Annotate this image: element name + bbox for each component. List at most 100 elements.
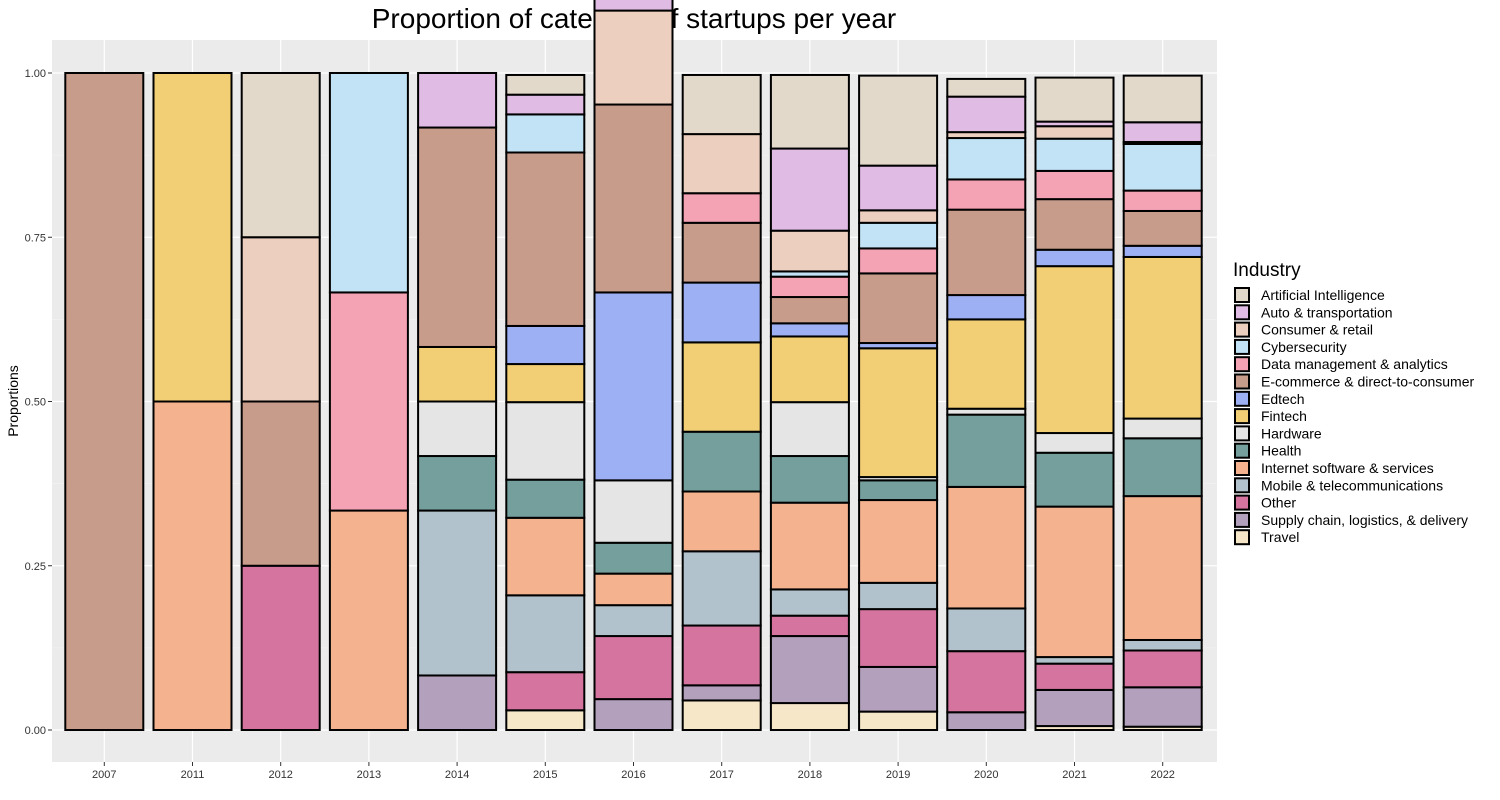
y-axis-title: Proportions <box>5 365 21 437</box>
x-tick-label: 2014 <box>445 769 469 781</box>
bar-segment-2018-data-management-analytics <box>769 275 850 299</box>
bar-segment-2017-internet-software-services <box>681 490 762 553</box>
legend-label: E-commerce & direct-to-consumer <box>1261 374 1475 390</box>
bar-segment-2018-artificial-intelligence <box>769 73 850 150</box>
bar-segment-2015-e-commerce-direct-to-consumer <box>505 151 586 327</box>
x-tick-label: 2020 <box>974 769 998 781</box>
bar-segment-2017-data-management-analytics <box>681 192 762 224</box>
bar-segment-2021-cybersecurity <box>1034 137 1115 172</box>
bar-segment-2018-other <box>769 614 850 638</box>
bar-segment-2016-other <box>593 635 674 701</box>
legend-key <box>1234 494 1250 511</box>
legend-key <box>1234 477 1250 494</box>
bar-segment-2022-health <box>1122 437 1203 498</box>
bar-segment-2012-artificial-intelligence <box>240 72 321 239</box>
bar-segment-2015-health <box>505 478 586 519</box>
legend-key <box>1234 356 1250 373</box>
bar-segment-2019-data-management-analytics <box>858 247 939 275</box>
bar-segment-2019-health <box>858 479 939 502</box>
y-tick-label: 0.25 <box>25 561 46 573</box>
bar-segment-2019-travel <box>858 710 939 732</box>
bar-segment-2018-travel <box>769 702 850 731</box>
bar-segment-2022-artificial-intelligence <box>1122 74 1203 124</box>
bar-segment-2021-artificial-intelligence <box>1034 76 1115 123</box>
bar-segment-2020-internet-software-services <box>946 485 1027 610</box>
y-tick-label: 1.00 <box>25 68 46 80</box>
bar-segment-2020-mobile-telecommunications <box>946 607 1027 653</box>
bar-segment-2016-hardware <box>593 479 674 544</box>
bar-segment-2022-internet-software-services <box>1122 495 1203 641</box>
bar-segment-2019-e-commerce-direct-to-consumer <box>858 272 939 345</box>
bar-segment-2012-e-commerce-direct-to-consumer <box>240 400 321 567</box>
x-tick-label: 2018 <box>798 769 822 781</box>
bar-segment-2015-internet-software-services <box>505 516 586 597</box>
bar-segment-2018-mobile-telecommunications <box>769 588 850 617</box>
x-tick-label: 2015 <box>533 769 557 781</box>
bar-segment-2019-auto-transportation <box>858 164 939 212</box>
bar-segment-2022-mobile-telecommunications <box>1122 638 1203 652</box>
bar-segment-2018-health <box>769 455 850 504</box>
y-tick-label: 0.75 <box>25 232 46 244</box>
bar-segment-2020-health <box>946 413 1027 488</box>
x-tick-label: 2022 <box>1150 769 1174 781</box>
bar-segment-2021-supply-chain-logistics-delivery <box>1034 688 1115 728</box>
bar-segment-2019-supply-chain-logistics-delivery <box>858 665 939 713</box>
legend-key <box>1234 511 1250 528</box>
bar-segment-2018-edtech <box>769 322 850 338</box>
bar-segment-2017-consumer-retail <box>681 133 762 195</box>
bar-segment-2013-internet-software-services <box>328 509 409 732</box>
bar-segment-2016-health <box>593 541 674 575</box>
bar-segment-2021-consumer-retail <box>1034 125 1115 140</box>
legend-label: Cybersecurity <box>1261 339 1347 355</box>
bar-segment-2018-e-commerce-direct-to-consumer <box>769 296 850 325</box>
bar-segment-2012-consumer-retail <box>240 236 321 403</box>
legend-label: Auto & transportation <box>1261 304 1393 320</box>
legend-key <box>1234 425 1250 442</box>
bar-segment-2021-hardware <box>1034 432 1115 454</box>
legend-label: Fintech <box>1261 408 1307 424</box>
bar-segment-2022-other <box>1122 649 1203 689</box>
bar-segment-2018-fintech <box>769 335 850 404</box>
legend-key <box>1234 321 1250 338</box>
legend-key <box>1234 287 1250 303</box>
bar-segment-2017-travel <box>681 699 762 731</box>
bar-segment-2019-other <box>858 608 939 668</box>
bar-segment-2018-internet-software-services <box>769 501 850 591</box>
bar-segment-2017-supply-chain-logistics-delivery <box>681 684 762 702</box>
bar-segment-2018-auto-transportation <box>769 147 850 232</box>
legend-key <box>1234 390 1250 407</box>
legend-label: Other <box>1261 495 1296 511</box>
bar-segment-2015-travel <box>505 709 586 731</box>
bar-segment-2011-internet-software-services <box>152 400 233 731</box>
legend-label: Internet software & services <box>1261 460 1434 476</box>
bar-segment-2022-data-management-analytics <box>1122 189 1203 212</box>
legend-label: Data management & analytics <box>1261 356 1448 372</box>
bar-segment-2021-other <box>1034 662 1115 691</box>
bar-segment-2013-cybersecurity <box>328 72 409 294</box>
bar-segment-2015-edtech <box>505 324 586 366</box>
bar-segment-2020-auto-transportation <box>946 95 1027 134</box>
bar-segment-2020-supply-chain-logistics-delivery <box>946 711 1027 731</box>
legend-label: Artificial Intelligence <box>1261 287 1385 303</box>
bar-segment-2016-internet-software-services <box>593 572 674 607</box>
bar-segment-2020-other <box>946 650 1027 714</box>
bar-segment-2022-supply-chain-logistics-delivery <box>1122 686 1203 728</box>
bar-segment-2020-artificial-intelligence <box>946 77 1027 98</box>
bar-segment-2017-edtech <box>681 281 762 344</box>
x-tick-label: 2017 <box>709 769 733 781</box>
bar-segment-2019-fintech <box>858 347 939 479</box>
bar-segment-2020-e-commerce-direct-to-consumer <box>946 208 1027 297</box>
bar-segment-2020-edtech <box>946 294 1027 321</box>
bar-segment-2017-artificial-intelligence <box>681 73 762 136</box>
bar-segment-2019-consumer-retail <box>858 209 939 224</box>
bar-segment-2016-edtech <box>593 291 674 482</box>
bar-segment-2013-data-management-analytics <box>328 291 409 512</box>
bar-segment-2016-supply-chain-logistics-delivery <box>593 698 674 731</box>
bar-segment-2014-health <box>417 455 498 512</box>
bars <box>64 0 1203 732</box>
legend-key <box>1234 408 1250 425</box>
bar-segment-2014-mobile-telecommunications <box>417 509 498 677</box>
legend-label: Health <box>1261 443 1301 459</box>
y-tick-label: 0.00 <box>25 725 46 737</box>
